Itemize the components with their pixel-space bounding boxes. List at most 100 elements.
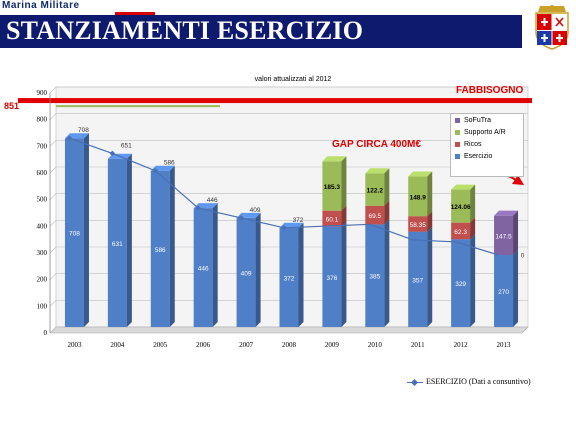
trend-label: 409 [250, 207, 261, 214]
bar-side [384, 200, 390, 225]
data-label: 124.06 [451, 204, 471, 211]
legend-label: SoFuTra [464, 116, 491, 124]
y-tick-label: 900 [37, 89, 48, 97]
trend-label: 708 [78, 127, 89, 134]
bar-ricos-2009 [322, 210, 342, 227]
gridline-depth [49, 220, 57, 227]
data-label: 270 [498, 289, 509, 296]
gridline-depth [49, 273, 57, 280]
y-tick-label: 100 [37, 302, 48, 310]
gridline-depth [49, 300, 57, 307]
bar-side [341, 221, 347, 327]
trend-point [238, 215, 244, 221]
bar-side [470, 217, 476, 240]
data-label: 147.5 [495, 233, 512, 240]
bar-side [513, 250, 519, 327]
bar-side [169, 165, 175, 327]
chart: 0 100 200 300 400 500 600 700 800 900 2003 2004 2005… [4, 76, 532, 349]
data-label: 69.5 [368, 213, 381, 220]
bar-side [126, 153, 132, 327]
title-band: STANZIAMENTI ESERCIZIO [0, 15, 522, 48]
legend-item-esercizio: Esercizio [451, 150, 523, 162]
trend-point [281, 224, 287, 231]
bar-side [470, 184, 476, 223]
bar-esercizio-2012 [451, 239, 471, 327]
bar-side [427, 226, 433, 327]
x-tick-label: 2005 [153, 341, 168, 349]
chart-legend: SoFuTra Supporto A/R Ricos Esercizio [450, 113, 524, 177]
data-label: 148.9 [410, 194, 427, 201]
line-legend: ESERCIZIO (Dati a consuntivo) [407, 377, 531, 386]
x-tick-label: 2013 [497, 341, 512, 349]
data-label: 62.3 [454, 229, 467, 236]
y-tick-label: 800 [37, 116, 48, 124]
page-title: STANZIAMENTI ESERCIZIO [6, 16, 364, 45]
data-label: 122.2 [367, 188, 384, 195]
y-tick-label: 500 [37, 196, 48, 204]
bar-ricos-2010 [365, 205, 385, 225]
bar-esercizio-2006 [193, 208, 213, 327]
y-tick-label: 400 [37, 222, 48, 230]
bar-side [341, 156, 347, 211]
trend-label: 0 [521, 253, 525, 260]
bar-side [212, 203, 218, 327]
trend-point [66, 135, 73, 142]
bar-side [384, 168, 390, 206]
y-tick-label: 200 [37, 276, 48, 284]
data-label: 329 [455, 281, 466, 288]
bars [64, 133, 519, 327]
y-tick-label: 600 [37, 169, 48, 177]
data-label: 376 [326, 275, 337, 282]
bar-top [365, 168, 390, 174]
bar-esercizio-2010 [365, 224, 385, 327]
data-label: 60.1 [326, 217, 339, 224]
bar-esercizio-2008 [279, 227, 299, 327]
gridline-depth [49, 140, 57, 147]
x-tick-label: 2010 [368, 341, 383, 349]
trend-label: 372 [293, 217, 304, 224]
bar-side [83, 133, 89, 327]
x-tick-label: 2012 [454, 341, 469, 349]
bar-ricos-2011 [408, 216, 428, 232]
bar-esercizio-2007 [236, 217, 256, 327]
bar-side [384, 219, 390, 327]
trend-label: 651 [121, 142, 132, 149]
bar-ricos-2012 [451, 222, 471, 240]
bar-sofutra-2013 [494, 215, 514, 255]
x-tick-label: 2011 [411, 341, 425, 349]
data-label: 631 [112, 241, 123, 248]
gridline-depth [49, 246, 57, 254]
data-labels: 708 631 586 446 409 372 376 60.1 185.3 385 69.5 122… [69, 127, 525, 296]
data-label: 58.35 [410, 222, 427, 229]
chart-subtitle: valori attualizzati al 2012 [255, 76, 332, 83]
bar-supportoar-2009 [322, 161, 342, 211]
x-tick-label: 2009 [325, 341, 340, 349]
bar-side [427, 171, 433, 217]
bar-side [470, 234, 476, 327]
line-legend-marker [407, 378, 423, 386]
legend-item-supporto: Supporto A/R [451, 126, 523, 138]
data-label: 409 [241, 270, 252, 277]
trend-label: 446 [207, 197, 218, 204]
x-tick-label: 2006 [196, 341, 211, 349]
bar-top [494, 210, 519, 216]
bar-top [408, 171, 433, 177]
data-label: 185.3 [324, 184, 341, 191]
bar-side [255, 212, 261, 327]
x-tick-label: 2003 [67, 341, 82, 349]
trend-point [109, 150, 116, 157]
legend-label: Esercizio [464, 152, 493, 160]
x-tick-label: 2008 [282, 341, 297, 349]
bar-esercizio-2005 [150, 170, 170, 327]
data-label: 446 [198, 266, 209, 273]
reference-value-label: 851 [4, 101, 19, 111]
y-tick-label: 300 [37, 249, 48, 257]
x-tick-label: 2007 [239, 341, 254, 349]
gap-annotation: GAP CIRCA 400M€ [332, 139, 421, 150]
gridline-depth [49, 193, 57, 200]
bar-supportoar-2011 [408, 176, 428, 217]
plot-floor [49, 326, 529, 334]
data-label: 372 [284, 275, 295, 282]
bar-esercizio-2009 [322, 226, 342, 327]
line-legend-label: ESERCIZIO (Dati a consuntivo) [426, 377, 531, 386]
